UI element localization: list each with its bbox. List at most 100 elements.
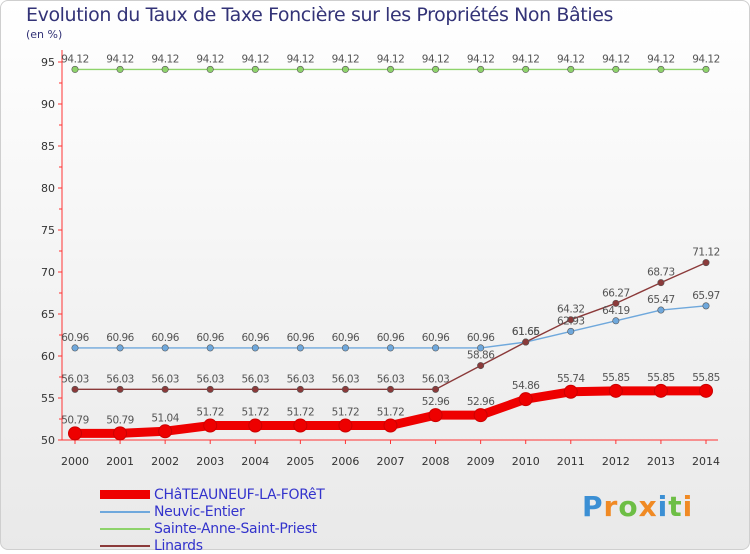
data-point xyxy=(473,408,488,423)
legend-label: Linards xyxy=(154,537,203,554)
data-label: 65.47 xyxy=(647,294,675,306)
data-point xyxy=(428,408,443,423)
data-label: 51.04 xyxy=(151,412,179,424)
data-point xyxy=(251,385,259,393)
data-label: 61.66 xyxy=(512,326,540,338)
logo-letter: i xyxy=(682,490,694,523)
logo-letter: r xyxy=(603,490,619,523)
data-point xyxy=(563,384,578,399)
legend-swatch xyxy=(100,490,150,499)
logo-letter: i xyxy=(657,490,669,523)
data-point xyxy=(296,385,304,393)
data-label: 94.12 xyxy=(242,53,270,65)
x-tick-label: 2005 xyxy=(286,455,314,468)
data-label: 55.85 xyxy=(602,372,630,384)
legend-item: Neuvic-Entier xyxy=(100,503,325,520)
x-tick-label: 2004 xyxy=(241,455,269,468)
data-label: 56.03 xyxy=(151,373,179,385)
data-label: 94.12 xyxy=(647,53,675,65)
data-point xyxy=(386,385,394,393)
legend-label: Sainte-Anne-Saint-Priest xyxy=(154,520,317,537)
data-point xyxy=(248,418,263,433)
data-point xyxy=(612,317,620,325)
data-label: 56.03 xyxy=(106,373,134,385)
data-point xyxy=(653,383,668,398)
x-tick-label: 2001 xyxy=(106,455,134,468)
y-tick-label: 85 xyxy=(41,140,55,153)
data-label: 55.74 xyxy=(557,373,585,385)
data-label: 50.79 xyxy=(106,414,134,426)
x-tick-label: 2010 xyxy=(512,455,540,468)
logo-letter: t xyxy=(668,490,683,523)
data-point xyxy=(567,327,575,335)
chart-title: Evolution du Taux de Taxe Foncière sur l… xyxy=(26,4,614,26)
legend-swatch xyxy=(100,527,150,530)
data-label: 56.03 xyxy=(332,373,360,385)
data-point xyxy=(608,383,623,398)
logo-letter: o xyxy=(618,490,639,523)
data-label: 94.12 xyxy=(332,53,360,65)
x-tick-label: 2011 xyxy=(557,455,585,468)
data-label: 60.96 xyxy=(151,332,179,344)
data-label: 65.97 xyxy=(692,290,720,302)
data-point xyxy=(71,65,79,73)
data-label: 51.72 xyxy=(332,407,360,419)
data-label: 60.96 xyxy=(242,332,270,344)
x-tick-label: 2003 xyxy=(196,455,224,468)
data-label: 94.12 xyxy=(602,53,630,65)
data-label: 51.72 xyxy=(377,407,405,419)
series-line-3 xyxy=(74,261,707,391)
x-tick-label: 2007 xyxy=(377,455,405,468)
x-tick-label: 2013 xyxy=(647,455,675,468)
data-label: 56.03 xyxy=(196,373,224,385)
data-label: 60.96 xyxy=(196,332,224,344)
legend-item: CHâTEAUNEUF-LA-FORêT xyxy=(100,486,325,503)
data-point xyxy=(71,385,79,393)
y-tick-label: 60 xyxy=(41,350,55,363)
data-point xyxy=(383,418,398,433)
data-label: 60.96 xyxy=(332,332,360,344)
x-tick-label: 2008 xyxy=(422,455,450,468)
data-label: 94.12 xyxy=(422,53,450,65)
data-label: 94.12 xyxy=(61,53,89,65)
data-point xyxy=(113,426,128,441)
y-tick-label: 65 xyxy=(41,308,55,321)
data-label: 94.12 xyxy=(151,53,179,65)
data-label: 61.65 xyxy=(512,326,540,338)
data-point xyxy=(699,383,713,398)
data-label: 55.85 xyxy=(647,372,675,384)
data-label: 60.96 xyxy=(287,332,315,344)
data-point xyxy=(432,385,440,393)
data-point xyxy=(161,385,169,393)
data-point xyxy=(161,65,169,73)
data-label: 50.79 xyxy=(61,414,89,426)
data-point xyxy=(386,344,394,352)
logo-letter: x xyxy=(638,490,658,523)
data-point xyxy=(432,344,440,352)
data-point xyxy=(158,424,173,439)
data-label: 60.96 xyxy=(467,332,495,344)
data-point xyxy=(116,385,124,393)
data-point xyxy=(161,344,169,352)
data-point xyxy=(702,65,710,73)
data-label: 94.12 xyxy=(512,53,540,65)
data-point xyxy=(657,65,665,73)
data-point xyxy=(296,344,304,352)
y-tick-label: 95 xyxy=(41,56,55,69)
data-label: 56.03 xyxy=(377,373,405,385)
data-label: 60.96 xyxy=(377,332,405,344)
data-label: 56.03 xyxy=(422,373,450,385)
data-label: 94.12 xyxy=(377,53,405,65)
y-tick-label: 90 xyxy=(41,98,55,111)
legend-label: Neuvic-Entier xyxy=(154,503,245,520)
data-label: 56.03 xyxy=(287,373,315,385)
data-point xyxy=(116,65,124,73)
data-point xyxy=(203,418,218,433)
x-tick-label: 2009 xyxy=(467,455,495,468)
data-point xyxy=(702,302,710,310)
data-point xyxy=(206,65,214,73)
data-label: 60.96 xyxy=(61,332,89,344)
data-label: 56.03 xyxy=(61,373,89,385)
